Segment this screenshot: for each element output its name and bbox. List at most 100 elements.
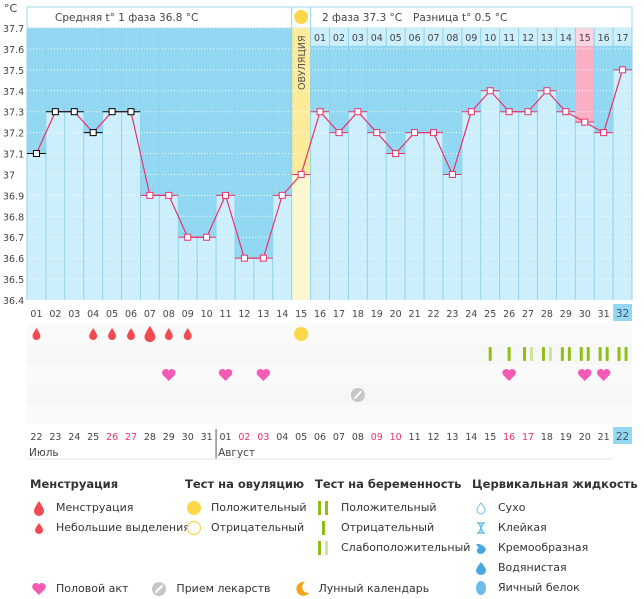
legend-item-preg-positive: Положительный <box>315 498 470 518</box>
temp-bar <box>197 237 217 300</box>
cycle-day-label: 31 <box>598 309 610 320</box>
phase2-day-label: 02 <box>333 33 345 44</box>
legend-label: Половой акт <box>56 582 129 595</box>
legend-label: Положительный <box>211 501 307 514</box>
legend-label: Клейкая <box>498 521 547 534</box>
legend-bottom-row: Половой акт Прием лекарств Лунный календ… <box>30 579 451 599</box>
event-row <box>27 384 632 404</box>
ovulation-label: ОВУЛЯЦИЯ <box>297 35 308 90</box>
temp-point <box>467 108 475 116</box>
temp-point <box>259 254 267 262</box>
temp-bar <box>518 111 538 300</box>
legend-item-preg-weak: Слабоположительный <box>315 538 470 558</box>
temp-point <box>600 129 608 137</box>
menstruation-drop-icon <box>89 328 98 340</box>
temp-bar <box>64 111 84 300</box>
water-drop-icon <box>472 559 490 577</box>
date-label: 10 <box>390 432 402 443</box>
date-label: 04 <box>276 432 288 443</box>
month-label: Август <box>218 447 255 459</box>
cycle-day-label: 21 <box>409 309 421 320</box>
drop-icon <box>30 499 48 517</box>
y-tick-label: 36.6 <box>3 254 24 265</box>
cycle-day-label: 26 <box>503 309 515 320</box>
legend-title: Тест на овуляцию <box>185 477 305 491</box>
pregnancy-test-positive-icon <box>586 347 590 361</box>
legend-item-spotting: Небольшие выделения <box>30 518 190 538</box>
temp-bar <box>272 195 292 300</box>
temp-point <box>222 191 230 199</box>
phase2-day-label: 01 <box>314 33 326 44</box>
cycle-day-label: 14 <box>276 309 288 320</box>
temp-point <box>165 191 173 199</box>
cycle-day-label: 25 <box>484 309 496 320</box>
y-tick-label: 36.8 <box>3 212 24 223</box>
phase2-day-label: 04 <box>371 33 383 44</box>
date-label: 30 <box>182 432 194 443</box>
phase1-summary: Средняя t° 1 фаза 36.8 °C <box>55 12 198 24</box>
temp-point <box>619 66 627 74</box>
date-label: 06 <box>314 432 326 443</box>
date-label: 29 <box>163 432 175 443</box>
legend-menstruation: Менструация Менструация Небольшие выделе… <box>30 476 190 538</box>
y-tick-label: 37.2 <box>3 129 24 140</box>
empty-circle-icon <box>185 519 203 537</box>
heart-icon <box>218 369 233 381</box>
heart-icon <box>162 369 176 381</box>
legend-item-preg-negative: Отрицательный <box>315 518 470 538</box>
y-tick-label: 36.4 <box>3 296 24 307</box>
legend-item-intercourse: Половой акт <box>30 579 128 599</box>
cycle-day-label: 08 <box>163 309 175 320</box>
bbt-chart: Средняя t° 1 фаза 36.8 °C 2 фаза 37.3 °C Р… <box>3 2 633 460</box>
y-tick-label: 36.9 <box>3 191 24 202</box>
temp-point <box>51 108 59 116</box>
legend-label: Отрицательный <box>211 521 305 534</box>
cycle-day-label: 32 <box>616 308 629 320</box>
y-tick-label: 37.7 <box>3 24 24 35</box>
date-label: 20 <box>579 432 591 443</box>
temp-point <box>108 108 116 116</box>
cycle-day-label: 03 <box>68 309 80 320</box>
single-bar-icon <box>315 519 333 537</box>
phase2-day-label: 11 <box>503 33 515 44</box>
temp-bar <box>367 132 387 300</box>
temp-bar <box>348 111 368 300</box>
temp-point <box>392 150 400 158</box>
legend-label: Лунный календарь <box>318 582 430 595</box>
phase2-day-label: 15 <box>579 33 591 44</box>
legend-title: Тест на беременность <box>315 477 462 491</box>
cycle-day-label: 19 <box>371 309 383 320</box>
date-label: 22 <box>30 432 42 443</box>
pill-icon-stroke <box>353 391 362 399</box>
pill-icon <box>150 580 168 598</box>
y-tick-label: 37.6 <box>3 45 24 56</box>
temp-bar <box>27 153 46 300</box>
temp-point <box>411 129 419 137</box>
legend-label: Небольшие выделения <box>56 521 190 534</box>
pregnancy-test-positive-icon <box>624 347 628 361</box>
cycle-day-label: 24 <box>465 309 477 320</box>
legend-label: Отрицательный <box>341 521 435 534</box>
legend-item-lunar: Лунный календарь <box>293 579 430 599</box>
temp-point <box>562 108 570 116</box>
y-tick-label: 37.4 <box>3 87 24 98</box>
date-label: 31 <box>201 432 213 443</box>
cycle-day-label: 30 <box>579 309 591 320</box>
heart-icon <box>577 369 592 381</box>
temp-point <box>354 108 362 116</box>
creamy-drop-icon <box>472 539 490 557</box>
temp-bar <box>234 258 254 300</box>
temp-point <box>373 129 381 137</box>
legend-label: Положительный <box>341 501 437 514</box>
y-tick-label: 37.1 <box>3 150 24 161</box>
temp-point <box>278 191 286 199</box>
temp-bar <box>499 111 519 300</box>
pregnancy-test-bar-icon <box>617 347 621 361</box>
date-label: 26 <box>106 432 118 443</box>
cycle-day-label: 04 <box>87 309 99 320</box>
event-row <box>27 404 632 424</box>
phase2-day-label: 10 <box>484 33 496 44</box>
temp-point <box>32 150 40 158</box>
menstruation-drop-icon <box>126 328 135 340</box>
legend-label: Прием лекарств <box>176 582 271 595</box>
